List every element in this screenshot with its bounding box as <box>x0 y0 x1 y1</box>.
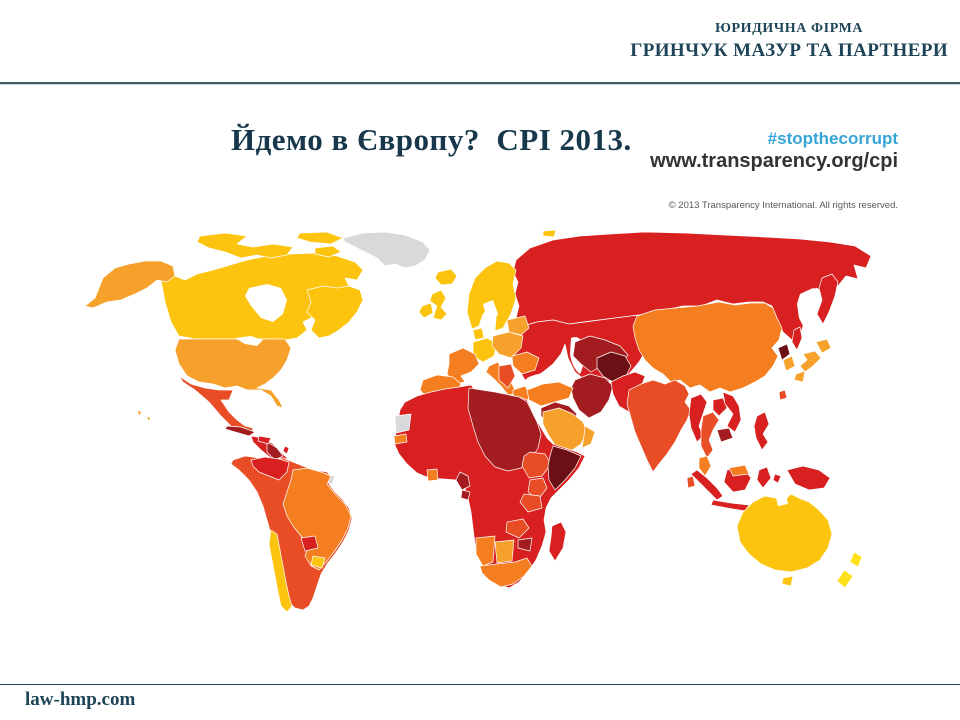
region-new-zealand-north <box>849 551 863 568</box>
footer-site-label: law-hmp.com <box>25 689 136 710</box>
region-cambodia <box>716 427 734 443</box>
region-zimbabwe <box>517 537 533 552</box>
region-india <box>626 379 692 473</box>
campaign-block: #stopthecorrupt www.transparency.org/cpi… <box>650 128 898 211</box>
firm-type-label: ЮРИДИЧНА ФІРМА <box>715 21 864 36</box>
copyright-label: © 2013 Transparency International. All r… <box>668 200 898 212</box>
region-botswana <box>494 539 515 564</box>
region-kenya <box>527 477 548 501</box>
region-cameroon <box>455 471 471 491</box>
region-iran <box>570 373 614 419</box>
footer-divider <box>0 684 960 685</box>
region-oman <box>581 425 596 449</box>
region-antilles <box>282 445 290 455</box>
region-central-europe <box>491 331 524 359</box>
firm-name-label: ГРИНЧУК МАЗУР ТА ПАРТНЕРИ <box>630 40 948 61</box>
region-western-sahara <box>394 413 412 434</box>
region-hawaii-a <box>136 409 143 417</box>
region-sri-lanka <box>686 475 696 489</box>
region-arctic-islands-c <box>314 245 342 258</box>
region-hawaii-b <box>146 415 152 422</box>
region-new-zealand-south <box>836 569 854 589</box>
hudson-bay <box>245 284 287 322</box>
region-arctic-islands-a <box>196 232 294 259</box>
region-madagascar <box>548 521 567 562</box>
region-france <box>446 347 480 385</box>
cpi-url-label: www.transparency.org/cpi <box>650 150 898 173</box>
great-lakes <box>235 336 263 346</box>
region-venezuela <box>250 456 290 481</box>
region-java <box>710 499 750 512</box>
region-south-africa <box>479 557 533 588</box>
region-taiwan <box>778 389 788 401</box>
region-balkans <box>498 363 516 389</box>
region-kamchatka <box>816 273 839 325</box>
region-uk <box>429 289 448 321</box>
region-scandinavia <box>466 260 517 332</box>
region-new-guinea <box>786 465 831 491</box>
region-namibia <box>475 535 496 567</box>
region-arctic-islands-b <box>296 231 344 245</box>
region-sulawesi <box>756 466 772 489</box>
region-svalbard <box>542 229 557 238</box>
region-philippines <box>753 411 770 451</box>
region-usa <box>174 338 292 409</box>
region-uruguay <box>310 555 326 569</box>
region-thailand <box>700 411 720 459</box>
region-china <box>632 301 783 393</box>
region-laos <box>712 397 728 417</box>
region-sumatra <box>690 469 724 501</box>
region-hispaniola <box>257 435 272 445</box>
region-alaska <box>84 260 176 309</box>
region-greenland <box>342 231 431 269</box>
region-ireland <box>418 302 434 319</box>
region-malay-peninsula <box>698 455 712 477</box>
cpi-world-map <box>75 229 940 620</box>
region-denmark <box>472 327 485 341</box>
region-turkey <box>526 381 574 407</box>
region-somalia <box>547 445 582 491</box>
region-romania-bulgaria <box>511 351 540 375</box>
region-japan <box>793 338 832 383</box>
region-senegal <box>393 433 408 445</box>
region-iceland <box>434 268 458 286</box>
region-paraguay <box>300 535 319 552</box>
baltic-sea <box>483 300 498 328</box>
region-saudi-arabia <box>542 407 588 453</box>
region-ethiopia <box>521 451 552 479</box>
hashtag-label: #stopthecorrupt <box>767 129 898 148</box>
region-borneo-malaysia <box>728 464 750 477</box>
region-chile <box>268 529 293 613</box>
slide-title: Йдемо в Європу? CPI 2013. <box>231 122 632 157</box>
region-ghana <box>426 468 439 482</box>
region-baltics <box>506 315 530 336</box>
region-vietnam <box>722 391 742 433</box>
region-moluccas <box>772 473 782 484</box>
gulf-of-carpentaria <box>775 491 788 506</box>
sea-of-okhotsk <box>797 288 823 330</box>
region-gabon <box>460 489 471 501</box>
region-tanzania <box>519 493 543 513</box>
region-mexico <box>178 375 254 437</box>
world-map-svg <box>84 229 872 613</box>
region-north-korea <box>777 343 791 361</box>
region-honduras-nicaragua <box>266 441 284 461</box>
region-cuba <box>224 425 256 437</box>
header-divider <box>0 82 960 85</box>
region-tasmania <box>781 575 794 587</box>
law-firm-header: ЮРИДИЧНА ФІРМА ГРИНЧУК МАЗУР ТА ПАРТНЕРИ <box>630 21 948 62</box>
region-sakhalin <box>791 326 803 351</box>
region-zambia <box>505 518 530 539</box>
region-brazil <box>282 467 352 571</box>
region-canada-east <box>306 285 364 339</box>
region-south-korea <box>782 355 796 372</box>
region-australia <box>736 491 833 573</box>
